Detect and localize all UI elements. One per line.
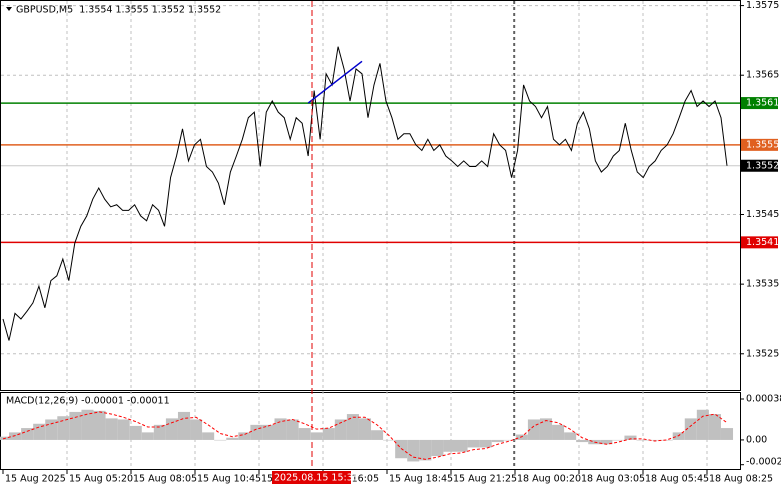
macd-bar	[57, 416, 70, 440]
macd-bar	[467, 439, 480, 448]
x-tick-label: 15	[261, 474, 273, 485]
level-label-box	[741, 138, 778, 151]
macd-bar	[503, 439, 516, 441]
macd-bar	[588, 439, 601, 445]
macd-bar	[153, 424, 166, 440]
macd-bar	[576, 439, 589, 443]
y-tick-label: 1.3525	[746, 348, 779, 359]
macd-panel-frame	[0, 392, 741, 470]
macd-bar	[455, 439, 468, 452]
macd-bar	[9, 432, 22, 440]
signal-line	[2, 411, 728, 460]
x-tick-label: 18 Aug 00:20	[517, 474, 581, 485]
macd-bar	[214, 439, 227, 441]
x-tick-label: 16:05	[352, 474, 379, 485]
macd-bar	[515, 434, 528, 440]
macd-bar	[202, 432, 215, 440]
crosshair-label-box	[272, 471, 351, 484]
y-tick-label: 1.3545	[746, 209, 779, 220]
macd-bar	[298, 428, 311, 440]
macd-bar	[564, 432, 577, 440]
y-tick-label: 1.3575	[746, 0, 779, 11]
level-label-box	[741, 159, 778, 172]
macd-bar	[419, 439, 432, 461]
macd-bar	[491, 439, 504, 443]
macd-bar	[21, 428, 34, 440]
y-tick-label: 0.00	[746, 434, 767, 445]
price-line	[2, 46, 728, 341]
y-tick-label: 1.3565	[746, 70, 779, 81]
macd-bar	[93, 410, 106, 440]
macd-bar	[552, 424, 565, 440]
macd-bar	[286, 419, 299, 440]
macd-bar	[696, 409, 709, 440]
macd-bar	[250, 424, 263, 440]
macd-bar	[431, 439, 444, 457]
macd-bar	[600, 439, 613, 445]
x-tick-label: 15 Aug 21:25	[453, 474, 517, 485]
main-panel-frame	[0, 0, 741, 391]
macd-bar	[105, 418, 118, 440]
y-tick-label: -0.00023	[746, 457, 781, 468]
chart-title: GBPUSD,M5 1.3554 1.3555 1.3552 1.3552	[16, 5, 221, 16]
x-tick-label: 18 Aug 08:25	[709, 474, 773, 485]
level-label-box	[741, 97, 778, 110]
macd-bar	[539, 418, 553, 440]
macd-bar	[443, 439, 456, 452]
macd-bar	[407, 439, 420, 462]
trend-line	[307, 60, 363, 104]
macd-bar	[708, 414, 721, 440]
macd-bar	[334, 419, 347, 440]
macd-bar	[274, 418, 287, 440]
macd-bar	[310, 432, 323, 440]
x-tick-label: 18 Aug 05:45	[645, 474, 709, 485]
level-label: 1.3541	[746, 237, 779, 248]
menu-arrow[interactable]	[6, 7, 12, 11]
macd-bar	[371, 430, 384, 440]
macd-bar	[612, 439, 625, 441]
level-label: 1.3561	[746, 98, 779, 109]
level-label: 1.3555	[746, 139, 779, 150]
level-label: 1.3552	[746, 160, 779, 171]
y-tick-label: 0.00038	[746, 394, 781, 405]
macd-bar	[69, 411, 82, 440]
macd-bar	[383, 439, 396, 441]
macd-bar	[238, 432, 251, 440]
y-tick-label: 1.3535	[746, 279, 779, 290]
macd-bar	[226, 437, 239, 440]
x-tick-label: 15 Aug 08:05	[133, 474, 197, 485]
macd-bar	[117, 419, 130, 440]
macd-bar	[648, 439, 661, 441]
macd-bar	[190, 419, 203, 440]
macd-bar	[624, 435, 637, 440]
crosshair-label: 2025.08.15 15:35	[274, 473, 359, 484]
macd-bar	[177, 411, 191, 440]
x-tick-label: 15 Aug 05:20	[69, 474, 133, 485]
macd-bar	[660, 439, 673, 441]
macd-bar	[81, 409, 94, 440]
x-tick-label: 15 Aug 2025	[5, 474, 66, 485]
macd-bar	[129, 425, 142, 440]
x-tick-label: 15 Aug 18:45	[389, 474, 453, 485]
macd-bar	[141, 432, 154, 440]
macd-bar	[636, 439, 649, 441]
macd-bar	[346, 414, 359, 440]
macd-title: MACD(12,26,9) -0.00001 -0.00011	[6, 396, 170, 407]
macd-bar	[262, 424, 275, 440]
x-tick-label: 18 Aug 03:05	[581, 474, 645, 485]
x-tick-label: 15 Aug 10:45	[197, 474, 261, 485]
macd-bar	[322, 428, 335, 440]
level-label-box	[741, 236, 778, 249]
macd-bar	[720, 428, 734, 440]
macd-bar	[672, 432, 685, 440]
macd-bar	[479, 439, 492, 448]
macd-bar	[358, 418, 372, 440]
